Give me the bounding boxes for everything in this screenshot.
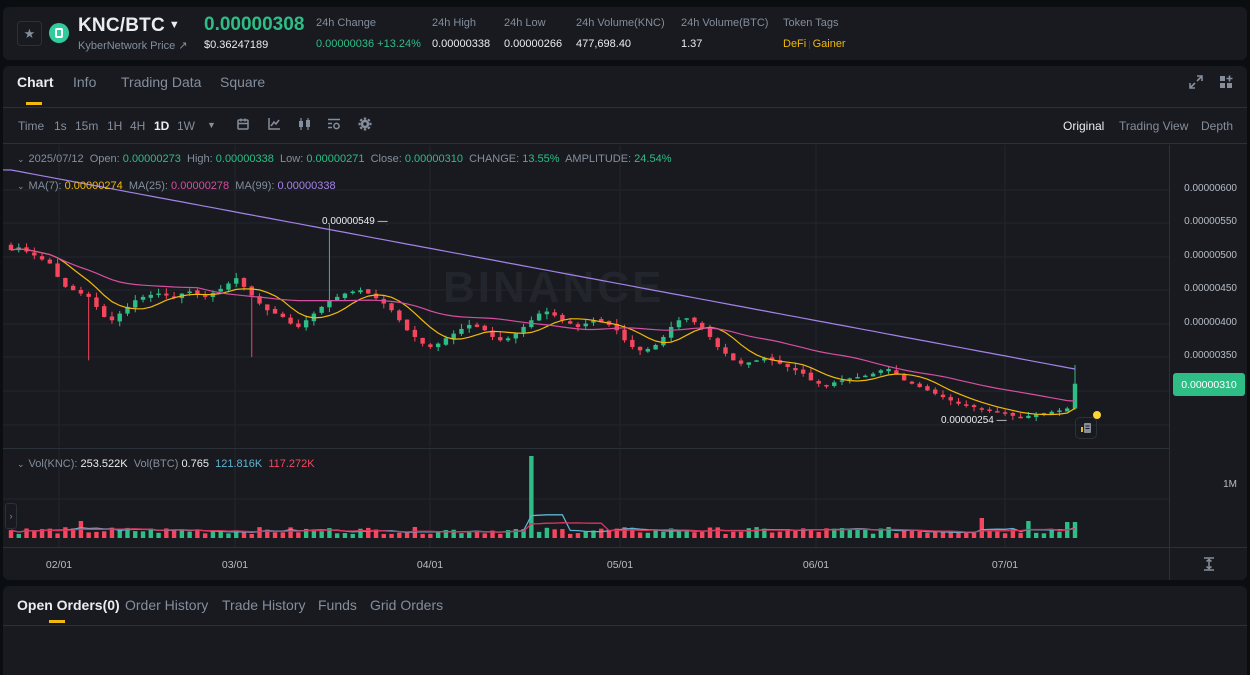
candle-type-icon[interactable] — [297, 117, 311, 131]
expand-sidebar-handle[interactable]: › — [5, 503, 17, 529]
last-price: 0.00000308 — [204, 14, 305, 35]
calendar-icon[interactable] — [236, 117, 250, 131]
active-tab-indicator — [26, 102, 42, 105]
layout-grid-icon[interactable] — [1219, 75, 1233, 89]
volume-chart[interactable]: ⌄ Vol(KNC): 253.522K Vol(BTC) 0.765 121.8… — [3, 448, 1169, 547]
tab-open-orders[interactable]: Open Orders(0) — [17, 597, 120, 613]
ohlc-legend: ⌄ 2025/07/12 Open: 0.00000273 High: 0.000… — [17, 153, 672, 165]
tab-chart[interactable]: Chart — [17, 74, 54, 90]
coin-price-link[interactable]: KyberNetwork Price ↗ — [78, 40, 188, 52]
auto-scale-button[interactable] — [1169, 547, 1247, 580]
notification-dot — [1093, 411, 1101, 419]
time-axis[interactable]: 02/01 03/01 04/01 05/01 06/01 07/01 — [3, 547, 1169, 580]
pair-selector[interactable]: KNC/BTC ▼ — [78, 15, 180, 36]
usd-price: $0.36247189 — [204, 39, 269, 51]
star-icon: ★ — [23, 25, 36, 41]
layout-settings-icon[interactable] — [327, 117, 341, 131]
gear-icon[interactable] — [358, 117, 372, 131]
volume-legend: ⌄ Vol(KNC): 253.522K Vol(BTC) 0.765 121.8… — [17, 458, 315, 470]
tab-trade-history[interactable]: Trade History — [222, 597, 306, 613]
collapse-chevron-icon[interactable]: ⌄ — [17, 459, 25, 469]
indicator-icon[interactable] — [267, 117, 281, 131]
price-axis[interactable]: 0.00000600 0.00000550 0.00000500 0.00000… — [1169, 145, 1247, 547]
tab-funds[interactable]: Funds — [318, 597, 357, 613]
price-chart[interactable]: BINANCE ⌄ 2025/07/12 Open: 0.00000273 Hig… — [3, 145, 1169, 447]
current-price-tag: 0.00000310 — [1173, 373, 1245, 396]
view-trading-view[interactable]: Trading View — [1119, 119, 1189, 133]
view-depth[interactable]: Depth — [1201, 119, 1234, 133]
timeframe-4h[interactable]: 4H — [130, 119, 146, 133]
chart-panel: Chart Info Trading Data Square Time 1s 1… — [3, 66, 1247, 580]
tab-grid-orders[interactable]: Grid Orders — [370, 597, 444, 613]
stat-24h-volume-btc: 24h Volume(BTC) 1.37 — [681, 17, 769, 50]
collapse-chevron-icon[interactable]: ⌄ — [17, 154, 25, 164]
period-low-annotation: 0.00000254 — — [941, 415, 1007, 426]
token-tags: Token Tags DeFi | Gainer — [783, 17, 846, 50]
chart-toolbar: Time 1s 15m 1H 4H 1D 1W ▼ Original Tradi… — [3, 108, 1247, 144]
dropdown-caret-icon[interactable]: ▼ — [207, 120, 216, 130]
active-order-tab-indicator — [49, 620, 65, 623]
view-original[interactable]: Original — [1063, 119, 1105, 133]
stat-24h-volume-knc: 24h Volume(KNC) 477,698.40 — [576, 17, 665, 50]
auto-scale-icon — [1203, 557, 1214, 571]
tag-defi[interactable]: DeFi — [783, 38, 807, 50]
order-book-toggle-button[interactable] — [1075, 417, 1097, 439]
favorite-button[interactable]: ★ — [17, 21, 42, 46]
chevron-down-icon: ▼ — [168, 19, 180, 31]
ma-legend: ⌄ MA(7): 0.00000274 MA(25): 0.00000278 MA… — [17, 180, 336, 192]
volume-axis-tick: 1M — [1223, 479, 1237, 490]
tab-info[interactable]: Info — [73, 74, 97, 90]
timeframe-15m[interactable]: 15m — [75, 119, 99, 133]
stat-24h-low: 24h Low 0.00000266 — [504, 17, 563, 50]
timeframe-1s[interactable]: 1s — [54, 119, 67, 133]
ticker-header: ★ KNC/BTC ▼ KyberNetwork Price ↗ 0.000003… — [3, 7, 1247, 60]
order-tabs: Open Orders(0) Order History Trade Histo… — [3, 586, 1247, 626]
timeframe-1d[interactable]: 1D — [154, 119, 170, 133]
orders-panel: Open Orders(0) Order History Trade Histo… — [3, 586, 1247, 675]
tag-gainer[interactable]: Gainer — [812, 38, 846, 50]
timeframe-time[interactable]: Time — [18, 119, 45, 133]
tab-order-history[interactable]: Order History — [125, 597, 209, 613]
fullscreen-icon[interactable] — [1189, 75, 1203, 89]
chart-tabs: Chart Info Trading Data Square — [3, 66, 1247, 108]
stat-24h-change: 24h Change 0.00000036 +13.24% — [316, 17, 421, 50]
chevron-right-icon: › — [9, 511, 13, 521]
collapse-chevron-icon[interactable]: ⌄ — [17, 181, 25, 191]
tab-square[interactable]: Square — [220, 74, 266, 90]
timeframe-1w[interactable]: 1W — [177, 119, 195, 133]
period-high-annotation: 0.00000549 — — [322, 216, 388, 227]
tab-trading-data[interactable]: Trading Data — [121, 74, 202, 90]
coin-logo-icon — [49, 23, 69, 43]
timeframe-1h[interactable]: 1H — [107, 119, 123, 133]
stat-24h-high: 24h High 0.00000338 — [432, 17, 491, 50]
